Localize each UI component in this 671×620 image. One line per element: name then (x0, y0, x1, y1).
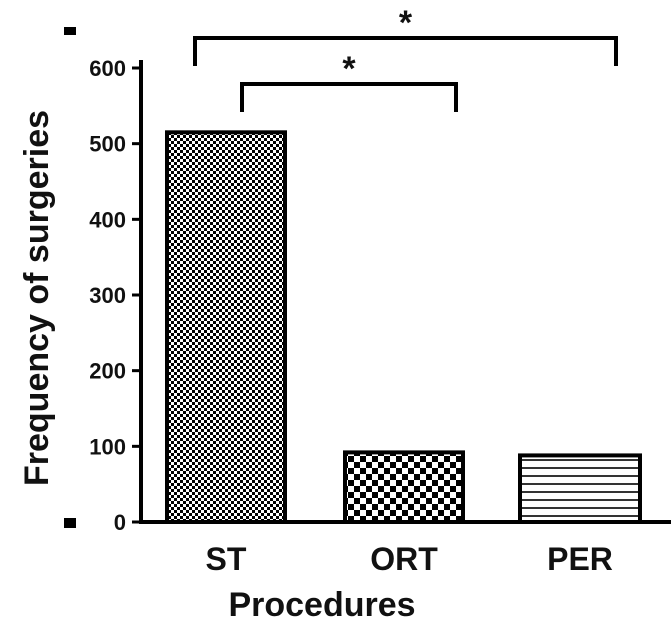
x-tick-label-ort: ORT (370, 541, 438, 577)
significance-bracket-st-per (195, 38, 616, 66)
significance-label: * (342, 50, 356, 88)
y-ticks: 0 100 200 300 400 500 600 (89, 56, 141, 535)
y-tick-label: 500 (89, 132, 126, 157)
bar-st (167, 132, 285, 522)
significance-bracket-st-ort (242, 84, 456, 112)
x-tick-labels: ST ORT PER (206, 541, 613, 577)
bars (167, 132, 640, 522)
x-tick-label-st: ST (206, 541, 247, 577)
x-axis-title: Procedures (228, 586, 415, 620)
y-tick-label: 400 (89, 207, 126, 232)
significance-brackets: ** (195, 4, 616, 112)
bar-ort (345, 452, 463, 522)
bar-per (520, 455, 640, 522)
y-tick-label: 100 (89, 434, 126, 459)
x-tick-label-per: PER (547, 541, 613, 577)
y-tick-label: 0 (114, 510, 126, 535)
corner-mark-bottom (64, 518, 76, 528)
significance-label: * (399, 4, 413, 42)
y-tick-label: 200 (89, 359, 126, 384)
y-tick-label: 300 (89, 283, 126, 308)
y-axis-title: Frequency of surgeries (18, 110, 56, 486)
corner-mark-top (64, 27, 76, 35)
y-tick-label: 600 (89, 56, 126, 81)
